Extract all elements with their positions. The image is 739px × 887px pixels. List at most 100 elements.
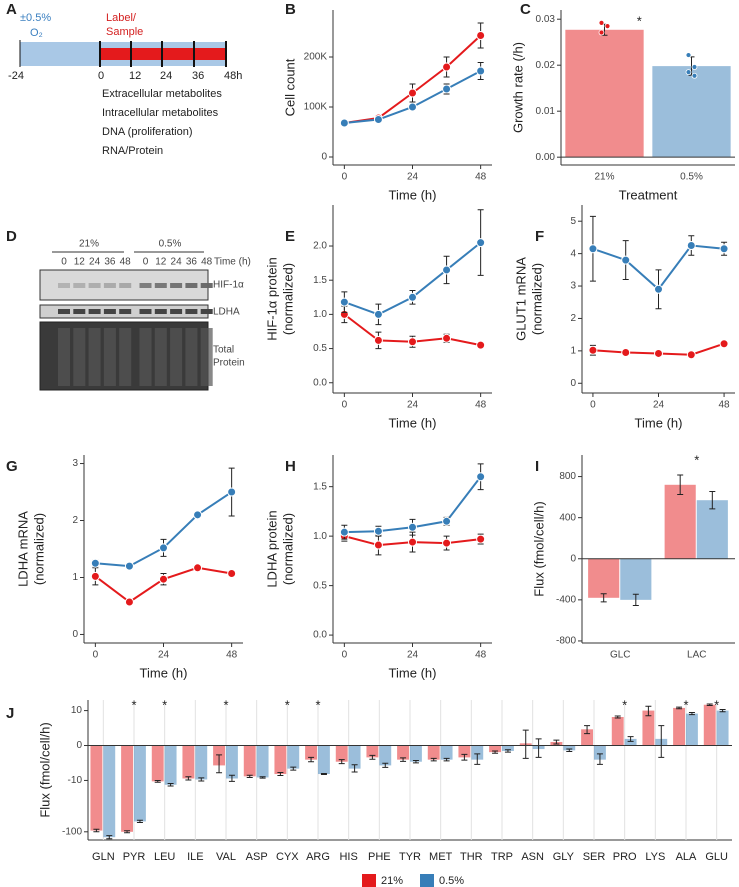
annotation: *	[315, 697, 320, 712]
x-tick-label: VAL	[216, 851, 236, 863]
x-axis-title: Time (h)	[635, 415, 683, 430]
x-tick-label: 0	[590, 400, 596, 411]
error-bar	[614, 715, 621, 719]
x-tick-label: 48	[226, 650, 238, 661]
x-tick-label: TRP	[491, 851, 513, 863]
error-bar	[566, 748, 573, 753]
point	[373, 540, 383, 550]
y-tick-label: -100	[62, 826, 82, 837]
point	[476, 534, 486, 544]
x-tick-label: 24	[407, 650, 419, 661]
ldha-band	[170, 309, 183, 314]
panel-label: G	[6, 458, 18, 475]
point	[691, 64, 698, 70]
error-bar	[259, 776, 266, 779]
panel-label: D	[6, 228, 17, 245]
error-bar	[443, 757, 450, 762]
x-tick-label: HIS	[339, 851, 357, 863]
y-tick-label: 2	[72, 515, 78, 526]
x-tick-label: 48	[475, 172, 487, 183]
y-tick-label: 400	[559, 512, 576, 523]
ldha-band	[185, 309, 198, 314]
legend-swatch	[362, 874, 376, 887]
bar	[427, 745, 440, 760]
y-tick-label: -10	[68, 775, 83, 786]
timeline-label: 36	[192, 70, 204, 82]
point	[685, 52, 692, 58]
bar	[90, 745, 103, 831]
error-bar	[216, 754, 223, 774]
total-lane	[154, 328, 167, 386]
x-axis-title: Time (h)	[389, 187, 437, 202]
point	[124, 561, 134, 571]
point	[598, 19, 605, 26]
bar	[673, 707, 685, 746]
y-tick-label: 2.0	[313, 241, 327, 252]
error-bar	[596, 753, 603, 765]
error-bar	[308, 756, 315, 763]
x-tick-label: ILE	[187, 851, 204, 863]
point	[408, 102, 417, 112]
bar	[397, 745, 409, 760]
o2-label: ±0.5%	[20, 12, 51, 24]
measurement: DNA (proliferation)	[102, 126, 192, 138]
hif-band	[200, 283, 213, 288]
x-tick-label: 24	[407, 400, 419, 411]
y-tick-label: 0	[321, 152, 327, 163]
x-tick-label: ASP	[246, 851, 268, 863]
point	[588, 345, 598, 355]
y-tick-label: 0	[76, 740, 82, 751]
band-label: Total	[213, 345, 234, 356]
point	[686, 241, 696, 251]
bar	[696, 500, 728, 559]
bar	[366, 745, 379, 758]
bar	[274, 745, 287, 775]
timeline-label: 0	[98, 70, 104, 82]
error-bar	[136, 819, 143, 824]
point	[654, 284, 663, 294]
lane-label: 12	[155, 257, 167, 268]
error-bar	[290, 766, 297, 771]
ldha-band	[88, 309, 101, 314]
bar	[134, 745, 146, 822]
y-tick-label: 1.0	[313, 531, 327, 542]
lane-label: 0	[143, 257, 149, 268]
point	[339, 527, 349, 537]
annotation: *	[683, 697, 688, 712]
error-bar	[351, 764, 358, 773]
error-bar	[412, 759, 419, 764]
error-bar	[645, 705, 652, 717]
x-axis-title: Time (h)	[140, 665, 188, 680]
y-tick-label: 10	[71, 705, 83, 716]
y-tick-label: 200K	[304, 52, 328, 63]
y-axis-title: Growth rate (/h)	[510, 42, 525, 133]
error-bar	[228, 774, 235, 782]
ldha-band	[154, 309, 167, 314]
legend-label: 0.5%	[439, 875, 464, 887]
x-axis-title: Time (h)	[389, 415, 437, 430]
point	[476, 31, 486, 40]
y-axis-title: LDHA protein	[264, 510, 279, 587]
error-bar	[167, 782, 174, 787]
annotation: *	[223, 697, 228, 712]
point	[685, 69, 692, 75]
point	[90, 571, 100, 581]
x-tick-label: 24	[407, 172, 419, 183]
annotation: *	[162, 697, 167, 712]
ldha-band	[119, 309, 132, 314]
measurement: Extracellular metabolites	[102, 88, 222, 100]
error-bar	[553, 739, 560, 745]
y-tick-label: 2	[570, 313, 576, 324]
x-tick-label: TYR	[399, 851, 421, 863]
hif-band	[139, 283, 152, 288]
error-bar	[320, 773, 327, 776]
error-bar	[461, 753, 468, 761]
lane-label: 24	[89, 257, 101, 268]
bar	[471, 745, 484, 760]
y-tick-label: 0.5	[313, 343, 327, 354]
x-tick-label: 0.5%	[680, 172, 703, 183]
y-axis-title: (normalized)	[280, 263, 295, 335]
total-lane	[170, 328, 183, 386]
y-tick-label: 0	[570, 378, 576, 389]
